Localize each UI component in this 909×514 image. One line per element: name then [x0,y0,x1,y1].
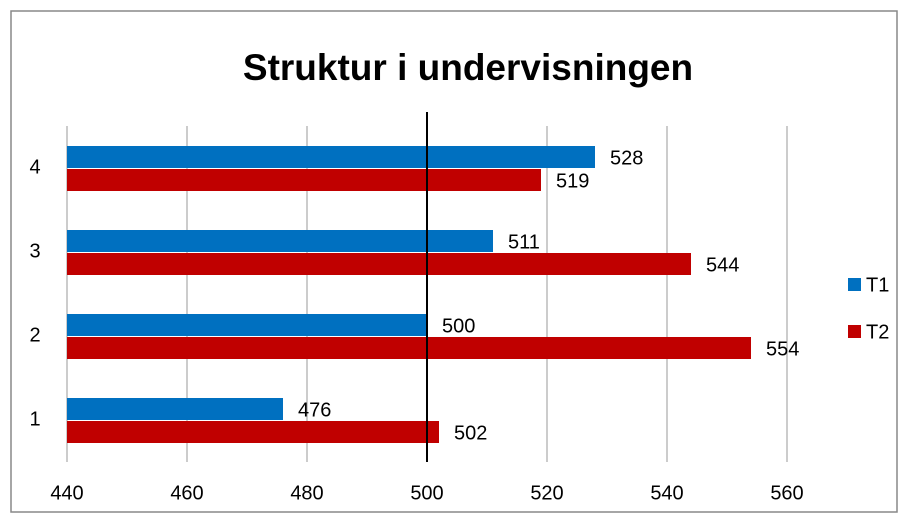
y-tick-label: 2 [29,324,40,346]
legend-swatch [848,325,861,338]
bar [67,253,691,275]
bar [67,146,595,168]
value-label: 502 [454,422,487,444]
legend-swatch [848,278,861,291]
y-tick-label: 1 [29,408,40,430]
x-tick-label: 560 [770,482,803,504]
y-tick-label: 4 [29,156,40,178]
bar [67,398,283,420]
x-tick-label: 500 [410,482,443,504]
x-tick-label: 540 [650,482,683,504]
legend-label: T1 [866,274,889,296]
x-tick-label: 460 [170,482,203,504]
value-label: 554 [766,338,799,360]
y-tick-label: 3 [29,240,40,262]
value-label: 476 [298,399,331,421]
x-tick-label: 440 [50,482,83,504]
bar [67,314,427,336]
x-tick-label: 480 [290,482,323,504]
bar [67,421,439,443]
bar [67,337,751,359]
value-label: 500 [442,315,475,337]
x-tick-label: 520 [530,482,563,504]
value-label: 519 [556,170,589,192]
value-label: 544 [706,254,739,276]
bar [67,169,541,191]
chart-title: Struktur i undervisningen [243,47,693,88]
legend-label: T2 [866,321,889,343]
value-label: 528 [610,147,643,169]
bar [67,230,493,252]
value-label: 511 [508,231,540,253]
